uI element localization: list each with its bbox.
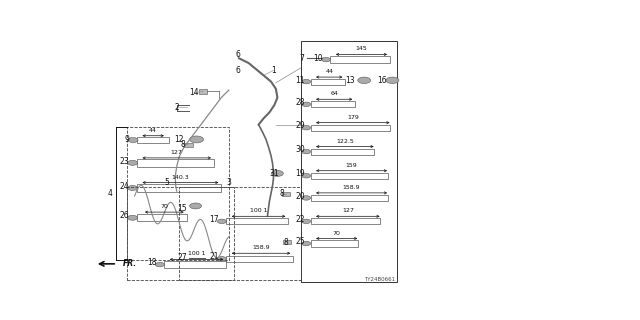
Bar [310, 218, 380, 224]
Circle shape [127, 186, 138, 190]
Text: 6: 6 [236, 50, 240, 59]
Circle shape [218, 257, 227, 261]
Circle shape [156, 262, 164, 267]
Circle shape [301, 149, 310, 154]
Circle shape [301, 241, 310, 246]
Text: 25: 25 [295, 237, 305, 246]
Bar [227, 256, 293, 262]
Text: 70: 70 [333, 230, 340, 236]
Text: 18: 18 [147, 258, 157, 267]
Circle shape [301, 102, 310, 107]
Text: 159: 159 [346, 163, 357, 168]
Text: 1: 1 [271, 66, 276, 75]
Text: 8: 8 [280, 189, 285, 198]
Bar [282, 192, 290, 196]
Bar [310, 148, 374, 155]
Text: 9: 9 [125, 135, 129, 144]
Bar [227, 218, 288, 224]
Bar [184, 143, 193, 147]
Bar [137, 159, 214, 166]
Text: 2: 2 [174, 103, 179, 112]
Text: 122.5: 122.5 [336, 139, 354, 144]
Text: 13: 13 [346, 76, 355, 85]
Text: 8: 8 [284, 238, 288, 247]
Text: 24: 24 [120, 182, 129, 191]
Text: 22: 22 [295, 215, 305, 224]
Text: 179: 179 [347, 115, 359, 120]
Text: 20: 20 [295, 192, 305, 201]
Text: FR.: FR. [123, 259, 137, 268]
Text: 26: 26 [120, 211, 129, 220]
Circle shape [301, 79, 310, 84]
Bar [310, 173, 388, 179]
Text: 29: 29 [295, 121, 305, 130]
Circle shape [127, 215, 138, 220]
Text: 10: 10 [314, 54, 323, 63]
Text: 127: 127 [342, 208, 354, 213]
Text: 15: 15 [177, 204, 187, 213]
Bar [310, 79, 346, 85]
Text: 7: 7 [300, 54, 305, 63]
Text: 44: 44 [149, 128, 157, 133]
Text: 4: 4 [108, 189, 112, 198]
Circle shape [218, 219, 227, 224]
Text: 12: 12 [175, 135, 184, 144]
Text: 6: 6 [236, 66, 240, 75]
Text: 158.9: 158.9 [343, 185, 360, 190]
Text: 3: 3 [227, 178, 231, 187]
Text: 5: 5 [164, 178, 169, 187]
Circle shape [321, 57, 330, 62]
Text: 14: 14 [189, 88, 199, 97]
Text: 158.9: 158.9 [252, 245, 270, 250]
Bar [310, 240, 358, 247]
Circle shape [189, 136, 204, 143]
Circle shape [386, 77, 399, 84]
Bar [310, 124, 390, 131]
Bar [137, 214, 187, 221]
Circle shape [127, 160, 138, 165]
Text: TY24B0661: TY24B0661 [364, 277, 395, 282]
Text: 21: 21 [209, 252, 219, 261]
Text: 64: 64 [330, 91, 338, 96]
Text: 19: 19 [295, 169, 305, 179]
Bar [164, 261, 227, 268]
Text: 70: 70 [161, 204, 168, 209]
Bar [330, 56, 390, 63]
Text: 17: 17 [209, 215, 219, 224]
Text: 28: 28 [295, 98, 305, 107]
Circle shape [301, 173, 310, 178]
Text: 23: 23 [120, 157, 129, 166]
Text: 16: 16 [377, 76, 387, 85]
Text: 27: 27 [177, 253, 187, 262]
Text: 30: 30 [295, 145, 305, 154]
Circle shape [128, 138, 138, 142]
Text: 145: 145 [356, 46, 367, 52]
Circle shape [301, 125, 310, 130]
Circle shape [301, 196, 310, 200]
Bar [310, 195, 388, 201]
Text: 44: 44 [325, 69, 333, 74]
Text: 31: 31 [269, 169, 279, 179]
Circle shape [301, 219, 310, 224]
Text: 140.3: 140.3 [172, 175, 189, 180]
Bar [284, 240, 291, 244]
Text: 8: 8 [180, 140, 186, 149]
Circle shape [189, 203, 202, 209]
Text: 100 1: 100 1 [250, 208, 268, 213]
Bar [198, 89, 207, 93]
Circle shape [358, 77, 371, 84]
Bar [310, 101, 355, 108]
Circle shape [271, 171, 284, 176]
Text: 100 1: 100 1 [188, 252, 205, 256]
Bar [137, 184, 221, 192]
Text: 127: 127 [171, 150, 182, 155]
Bar [137, 137, 169, 143]
Text: 11: 11 [295, 76, 305, 85]
